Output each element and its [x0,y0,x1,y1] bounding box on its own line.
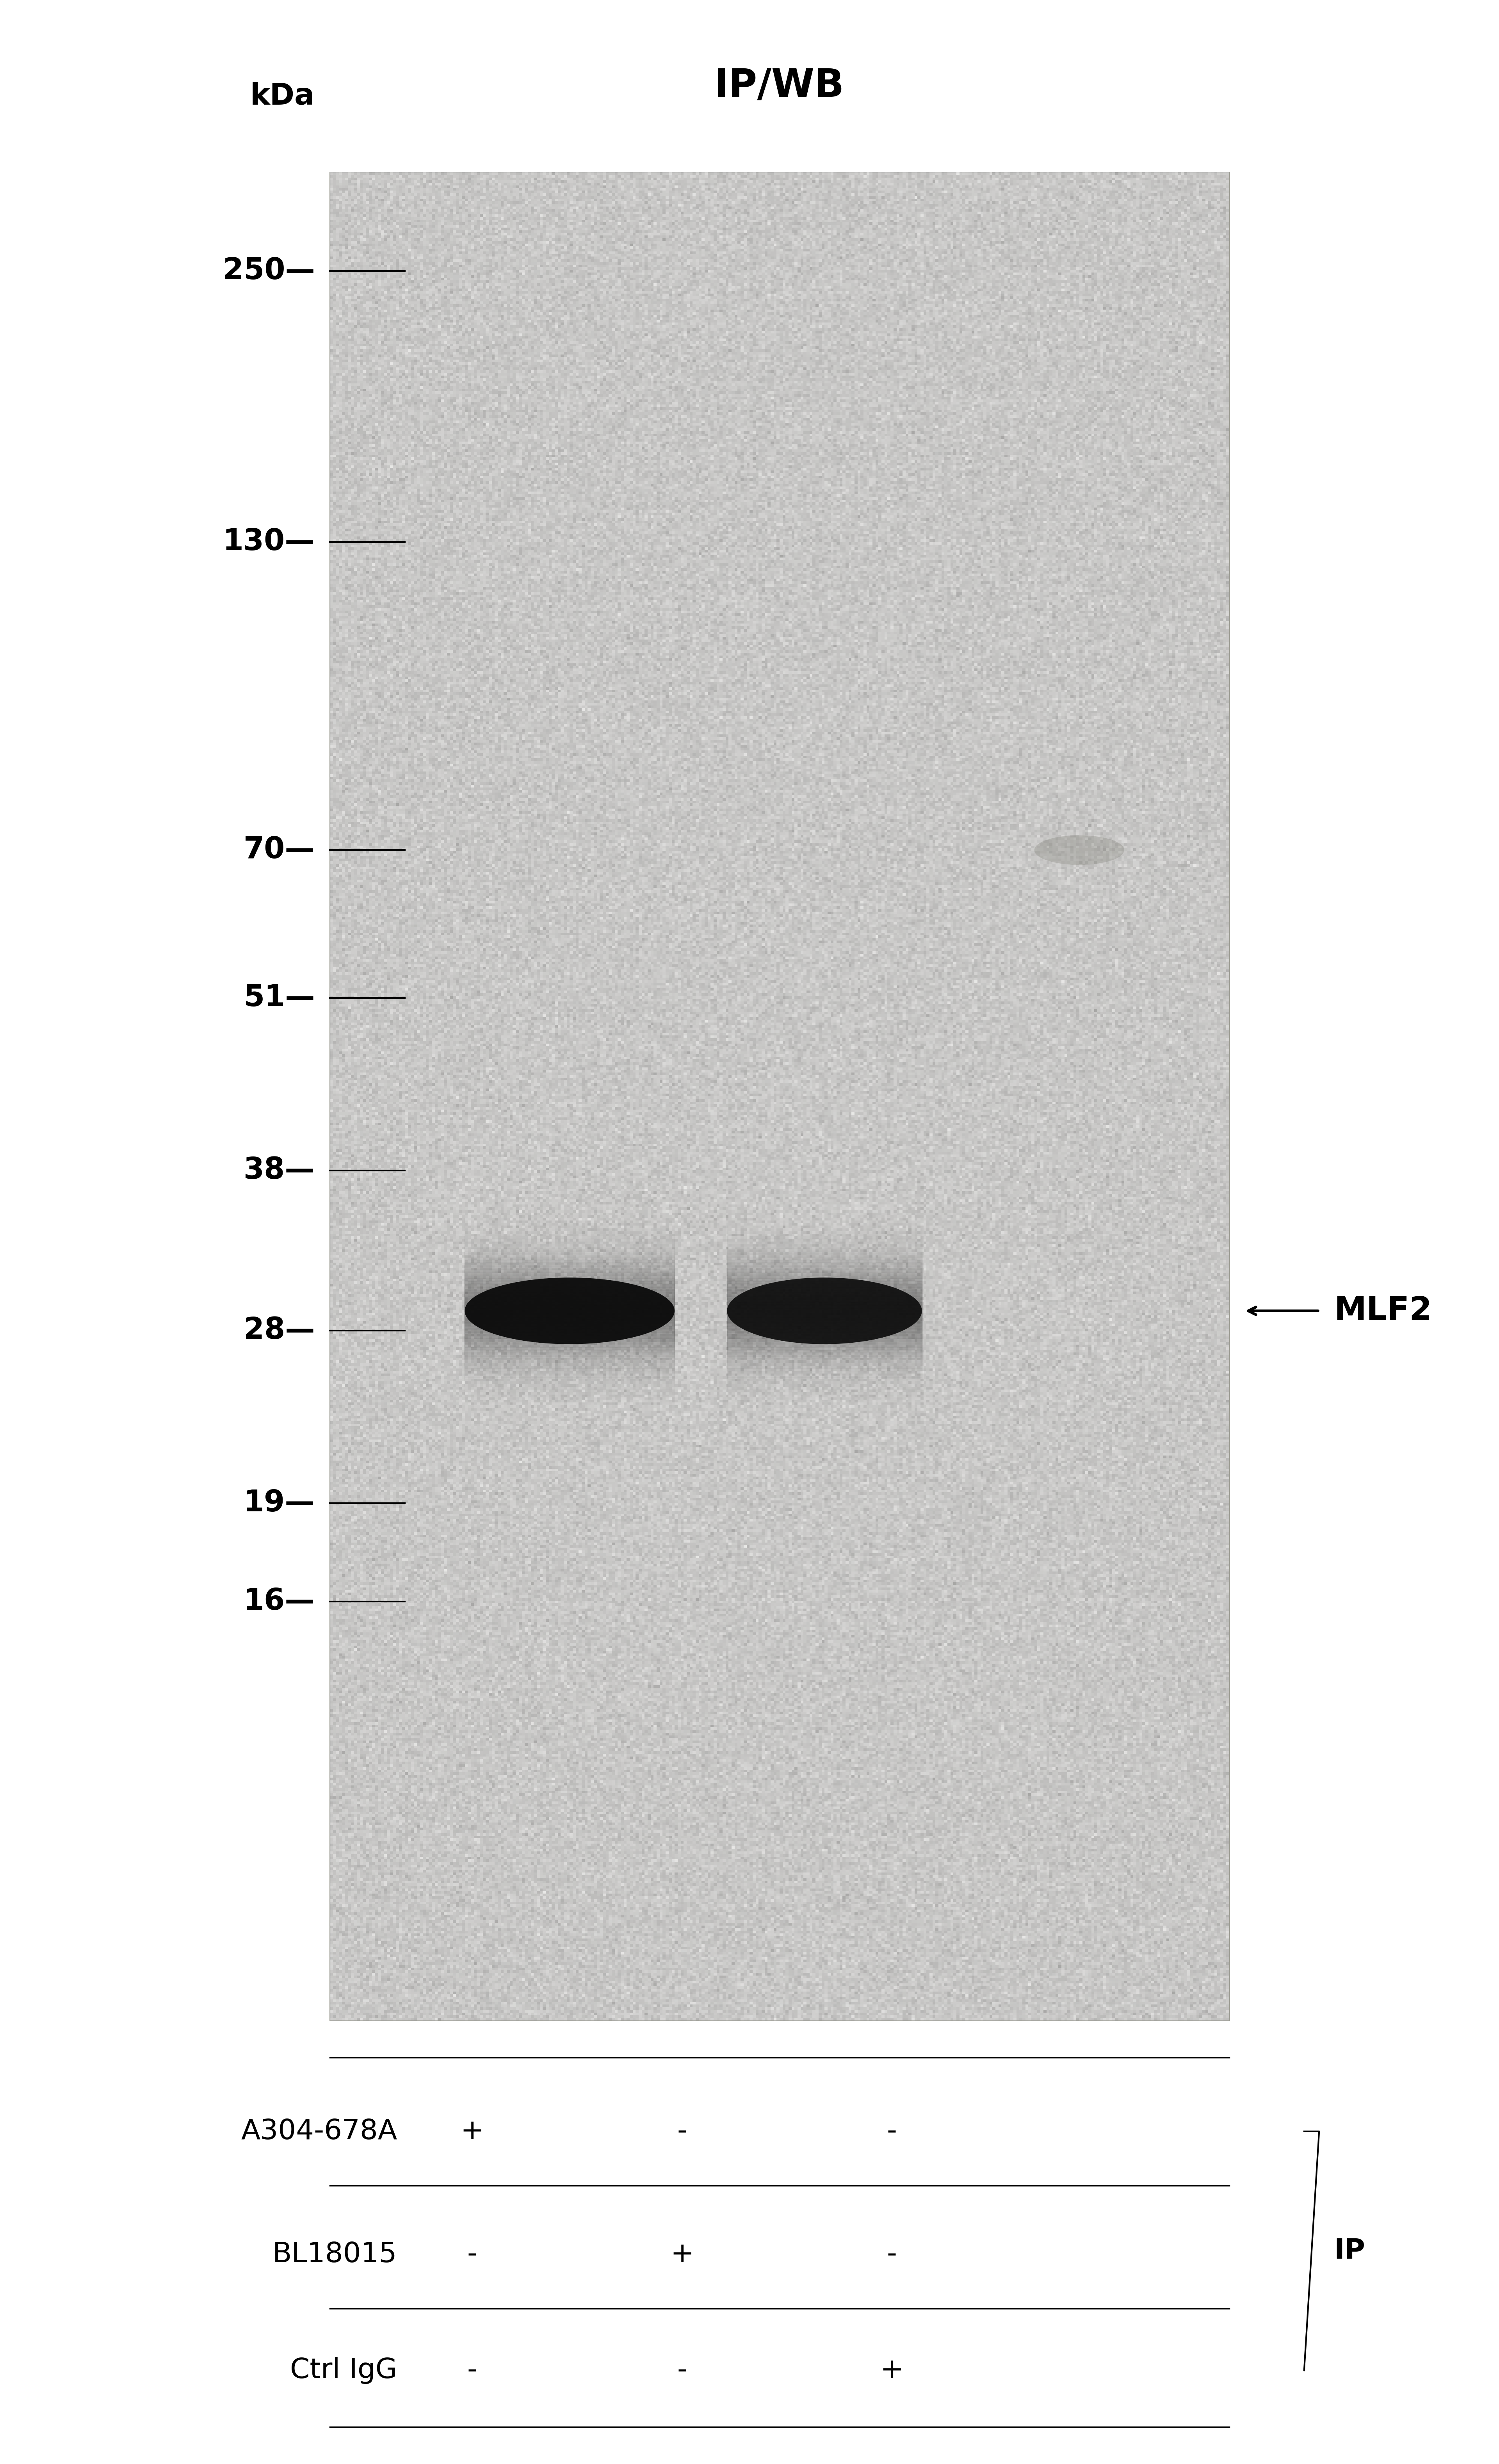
Text: -: - [678,2358,687,2383]
Text: Ctrl IgG: Ctrl IgG [289,2358,397,2383]
Text: A304-678A: A304-678A [241,2119,397,2144]
Ellipse shape [1034,835,1124,865]
Text: IP/WB: IP/WB [715,67,844,106]
Text: kDa: kDa [250,81,315,111]
Text: +: + [670,2242,694,2267]
Text: 19—: 19— [243,1488,315,1518]
Text: 130—: 130— [223,527,315,557]
Text: -: - [887,2242,896,2267]
Ellipse shape [465,1276,675,1345]
Text: 28—: 28— [243,1316,315,1345]
FancyBboxPatch shape [330,172,1229,2020]
Text: -: - [678,2119,687,2144]
Text: +: + [460,2119,484,2144]
Text: 70—: 70— [243,835,315,865]
Text: 250—: 250— [223,256,315,286]
Text: 51—: 51— [243,983,315,1013]
Ellipse shape [727,1276,922,1345]
Text: BL18015: BL18015 [273,2242,397,2267]
Text: -: - [468,2358,477,2383]
Text: -: - [468,2242,477,2267]
Text: IP: IP [1334,2237,1366,2264]
Text: 38—: 38— [243,1156,315,1185]
Text: MLF2: MLF2 [1334,1296,1432,1326]
Text: 16—: 16— [243,1587,315,1616]
Text: -: - [887,2119,896,2144]
Text: +: + [880,2358,904,2383]
